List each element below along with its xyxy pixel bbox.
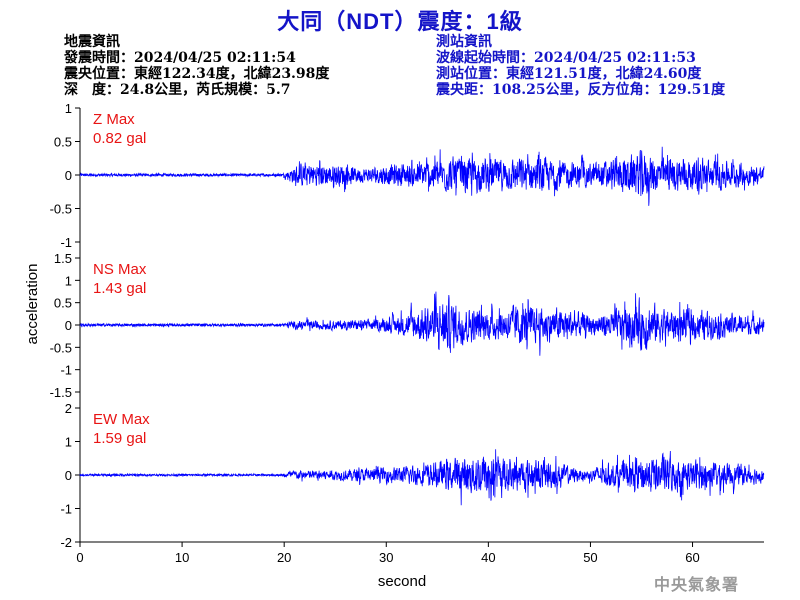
station-location-text: 測站位置：東經121.51度，北緯24.60度 <box>436 66 702 82</box>
panel-max-label: EW Max <box>93 411 150 428</box>
depth-magnitude-text: 深 度：24.8公里，芮氏規模：5.7 <box>64 82 291 98</box>
earthquake-info-block: 地震資訊 發震時間：2024/04/25 02:11:54 震央位置：東經122… <box>64 34 329 98</box>
panel-max-value: 0.82 gal <box>93 130 146 147</box>
waveform-ew-trace <box>79 449 765 506</box>
epicenter-location-text: 震央位置：東經122.34度，北緯23.98度 <box>64 66 330 82</box>
y-tick-label: -1 <box>60 363 72 378</box>
station-info-heading: 測站資訊 <box>436 34 492 50</box>
y-tick-label: 2 <box>65 401 72 416</box>
y-tick-label: -2 <box>60 535 72 550</box>
y-tick-label: 1 <box>65 435 72 450</box>
x-tick-label: 20 <box>277 550 291 565</box>
y-tick-label: -1 <box>60 235 72 250</box>
panel-max-value: 1.43 gal <box>93 280 146 297</box>
y-tick-label: -0.5 <box>50 340 72 355</box>
y-tick-label: 0.5 <box>54 296 72 311</box>
x-tick-label: 30 <box>379 550 393 565</box>
y-axis-title: acceleration <box>24 264 41 345</box>
page-title: 大同（NDT）震度：1級 <box>277 9 523 34</box>
x-tick-label: 40 <box>481 550 495 565</box>
x-tick-label: 0 <box>76 550 83 565</box>
waveform-ns-trace <box>79 291 765 356</box>
agency-watermark: 中央氣象署 <box>654 575 740 594</box>
y-tick-label: -1.5 <box>50 385 72 400</box>
origin-time-text: 發震時間：2024/04/25 02:11:54 <box>64 50 296 66</box>
x-tick-label: 50 <box>583 550 597 565</box>
x-tick-label: 10 <box>175 550 189 565</box>
panel-max-value: 1.59 gal <box>93 430 146 447</box>
y-tick-label: 0 <box>65 468 72 483</box>
earthquake-info-heading: 地震資訊 <box>64 34 120 50</box>
panel-max-label: Z Max <box>93 111 135 128</box>
panel-max-label: NS Max <box>93 261 147 278</box>
x-tick-label: 60 <box>685 550 699 565</box>
x-axis-title: second <box>378 573 426 590</box>
y-tick-label: -0.5 <box>50 202 72 217</box>
y-tick-label: 1 <box>65 101 72 116</box>
epicentral-distance-text: 震央距：108.25公里，反方位角：129.51度 <box>436 82 726 98</box>
y-tick-label: -1 <box>60 502 72 517</box>
waveform-start-time-text: 波線起始時間：2024/04/25 02:11:53 <box>436 50 696 66</box>
y-tick-label: 0 <box>65 168 72 183</box>
y-tick-label: 0.5 <box>54 135 72 150</box>
y-tick-label: 1.5 <box>54 251 72 266</box>
y-tick-label: 0 <box>65 318 72 333</box>
station-info-block: 測站資訊 波線起始時間：2024/04/25 02:11:53 測站位置：東經1… <box>436 34 725 98</box>
y-tick-label: 1 <box>65 273 72 288</box>
waveform-z-trace <box>79 146 765 206</box>
